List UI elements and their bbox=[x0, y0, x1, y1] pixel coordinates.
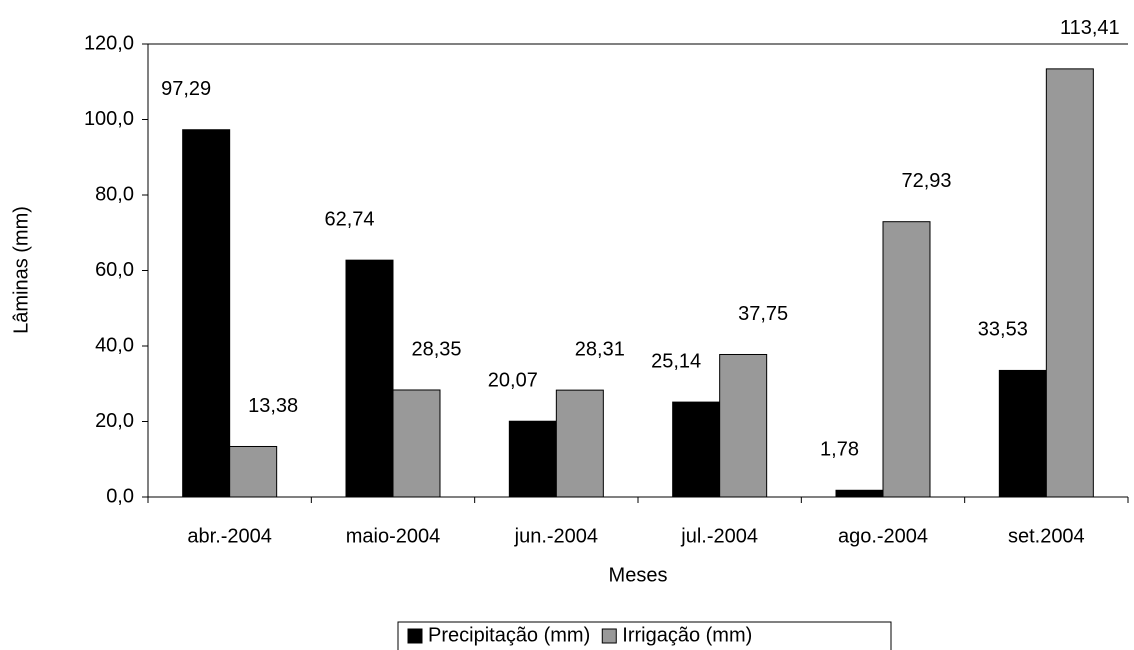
legend-box bbox=[397, 621, 892, 650]
value-label: 28,31 bbox=[575, 338, 625, 360]
x-tick-label: jul.-2004 bbox=[680, 525, 758, 547]
value-label: 72,93 bbox=[901, 170, 951, 192]
bar bbox=[1045, 68, 1094, 498]
bar bbox=[345, 259, 394, 498]
bar bbox=[835, 489, 884, 498]
value-label: 1,78 bbox=[820, 439, 859, 461]
legend-swatch bbox=[407, 628, 423, 644]
x-axis-title: Meses bbox=[609, 564, 668, 586]
bar bbox=[672, 401, 721, 498]
value-label: 113,41 bbox=[1060, 17, 1120, 39]
y-tick-label: 0,0 bbox=[106, 485, 134, 507]
value-label: 25,14 bbox=[651, 350, 701, 372]
value-label: 37,75 bbox=[738, 303, 788, 325]
y-tick-label: 60,0 bbox=[95, 259, 134, 281]
x-tick-label: jun.-2004 bbox=[514, 525, 598, 547]
value-label: 13,38 bbox=[248, 395, 298, 417]
y-tick-label: 100,0 bbox=[84, 108, 134, 130]
bar bbox=[392, 389, 441, 498]
bar bbox=[555, 389, 604, 498]
x-tick-label: set.2004 bbox=[1008, 525, 1085, 547]
bar bbox=[882, 221, 931, 498]
bar bbox=[998, 369, 1047, 498]
x-tick-label: ago.-2004 bbox=[838, 525, 928, 547]
legend-label: Irrigação (mm) bbox=[622, 624, 752, 646]
y-tick-label: 120,0 bbox=[84, 32, 134, 54]
value-label: 97,29 bbox=[161, 78, 211, 100]
legend-label: Precipitação (mm) bbox=[428, 624, 590, 646]
bar bbox=[719, 353, 768, 498]
value-label: 20,07 bbox=[488, 370, 538, 392]
bar bbox=[182, 129, 231, 498]
x-tick-label: abr.-2004 bbox=[187, 525, 272, 547]
legend-swatch bbox=[601, 628, 617, 644]
value-label: 28,35 bbox=[411, 338, 461, 360]
x-tick-label: maio-2004 bbox=[346, 525, 441, 547]
bar bbox=[229, 445, 278, 498]
value-label: 62,74 bbox=[324, 208, 374, 230]
y-axis-title: Lâminas (mm) bbox=[10, 206, 32, 334]
y-tick-label: 40,0 bbox=[95, 334, 134, 356]
y-tick-label: 20,0 bbox=[95, 410, 134, 432]
bar bbox=[508, 420, 557, 498]
value-label: 33,53 bbox=[978, 319, 1028, 341]
y-tick-label: 80,0 bbox=[95, 183, 134, 205]
